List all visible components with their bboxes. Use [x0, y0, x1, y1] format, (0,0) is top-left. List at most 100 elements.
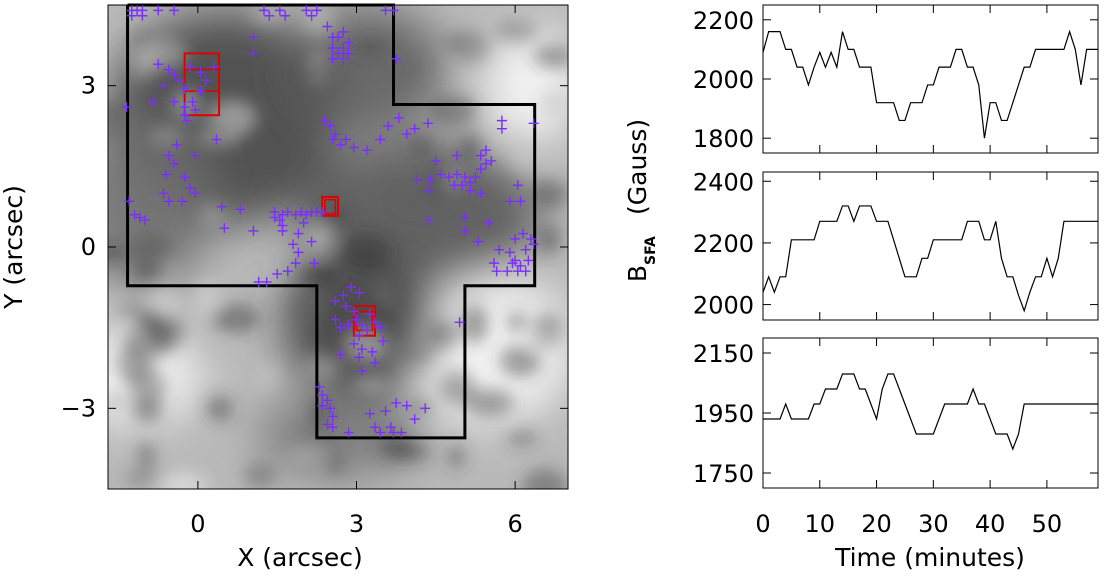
texture-patch	[254, 362, 279, 392]
texture-patch	[461, 304, 489, 343]
texture-patch	[353, 377, 387, 393]
texture-patch	[243, 461, 277, 489]
marker-plus	[502, 266, 513, 277]
marker-plus	[451, 169, 462, 180]
marker-plus	[269, 212, 280, 223]
marker-plus	[330, 314, 341, 325]
marker-plus	[520, 244, 531, 255]
marker-plus	[179, 110, 190, 121]
marker-plus	[422, 215, 433, 226]
texture-patch	[538, 91, 566, 114]
marker-plus	[216, 201, 227, 212]
marker-plus	[121, 102, 132, 113]
marker-plus	[169, 96, 180, 107]
line-panel-2: 2000 2200 2400	[693, 168, 1099, 321]
y-tick-label: 2000	[693, 292, 754, 320]
marker-plus	[179, 83, 190, 94]
marker-plus	[314, 381, 325, 392]
marker-plus	[370, 422, 381, 433]
marker-plus	[422, 118, 433, 129]
marker-plus	[258, 5, 269, 16]
marker-plus	[470, 172, 481, 183]
marker-plus	[293, 228, 304, 239]
texture-patch	[147, 286, 183, 314]
map-x-ticks: 0 3 6	[190, 5, 523, 538]
marker-plus	[182, 115, 193, 126]
marker-plus	[459, 212, 470, 223]
marker-plus	[325, 121, 336, 131]
marker-plus	[362, 325, 373, 336]
marker-plus	[208, 61, 219, 72]
marker-plus	[134, 212, 145, 223]
marker-plus	[362, 145, 373, 156]
y-tick-label: 2150	[693, 340, 754, 368]
texture-patch	[456, 141, 477, 166]
marker-plus	[512, 266, 523, 277]
marker-plus	[348, 338, 359, 349]
marker-plus	[153, 5, 164, 16]
y-tick-label: 1950	[693, 400, 754, 428]
marker-plus	[343, 48, 354, 59]
marker-plus	[451, 150, 462, 161]
texture-patch	[304, 60, 336, 80]
marker-plus	[190, 104, 201, 115]
marker-plus	[494, 244, 505, 255]
marker-plus	[280, 10, 291, 21]
marker-plus	[510, 233, 521, 244]
time-x-label: Time (minutes)	[834, 543, 1025, 572]
y-tick-label: −3	[61, 394, 96, 422]
marker-plus	[317, 389, 328, 400]
texture-patch	[108, 101, 138, 116]
marker-group	[121, 5, 539, 438]
marker-plus	[425, 174, 436, 185]
map-x-label: X (arcsec)	[237, 543, 363, 572]
marker-plus	[319, 115, 330, 126]
texture-patch	[439, 370, 476, 406]
marker-plus	[282, 207, 293, 218]
marker-plus	[351, 314, 362, 325]
marker-plus	[195, 86, 206, 97]
texture-patch	[108, 5, 123, 35]
marker-plus	[343, 319, 354, 330]
y-tick-label: 3	[81, 72, 96, 100]
marker-plus	[488, 258, 499, 269]
marker-plus	[163, 64, 174, 75]
texture-patch	[522, 468, 568, 489]
texture-patch	[302, 355, 341, 380]
marker-plus	[295, 207, 306, 218]
marker-plus	[290, 209, 301, 220]
marker-plus	[430, 155, 441, 166]
marker-plus	[288, 239, 299, 250]
marker-plus	[444, 172, 455, 183]
marker-plus	[507, 258, 518, 269]
map-y-label: Y (arcsec)	[0, 185, 28, 310]
map-panel: 0 3 6 −3 0 3 X (arcsec) Y (arcsec)	[0, 3, 569, 572]
texture-patch	[429, 94, 478, 127]
marker-plus	[370, 357, 381, 368]
marker-plus	[364, 408, 375, 419]
marker-plus	[293, 247, 304, 258]
texture-patch	[129, 233, 172, 266]
marker-plus	[367, 346, 378, 357]
texture-patch	[507, 431, 538, 445]
texture-patch	[400, 61, 423, 75]
marker-plus	[190, 150, 201, 161]
marker-plus	[325, 403, 336, 414]
marker-plus	[174, 75, 185, 86]
texture-patch	[378, 435, 412, 460]
intensity-texture	[108, 5, 568, 489]
marker-plus	[356, 319, 367, 330]
marker-plus	[338, 290, 349, 301]
marker-plus	[491, 266, 502, 277]
marker-plus	[163, 196, 174, 207]
boundary-outline	[126, 3, 537, 440]
marker-plus	[496, 123, 507, 134]
marker-plus	[528, 118, 539, 129]
marker-plus	[380, 406, 391, 417]
marker-plus	[338, 26, 349, 37]
y-tick-label: 2400	[693, 168, 754, 196]
texture-patch	[202, 339, 225, 352]
marker-plus	[393, 112, 404, 123]
y-tick-label: 1750	[693, 460, 754, 488]
